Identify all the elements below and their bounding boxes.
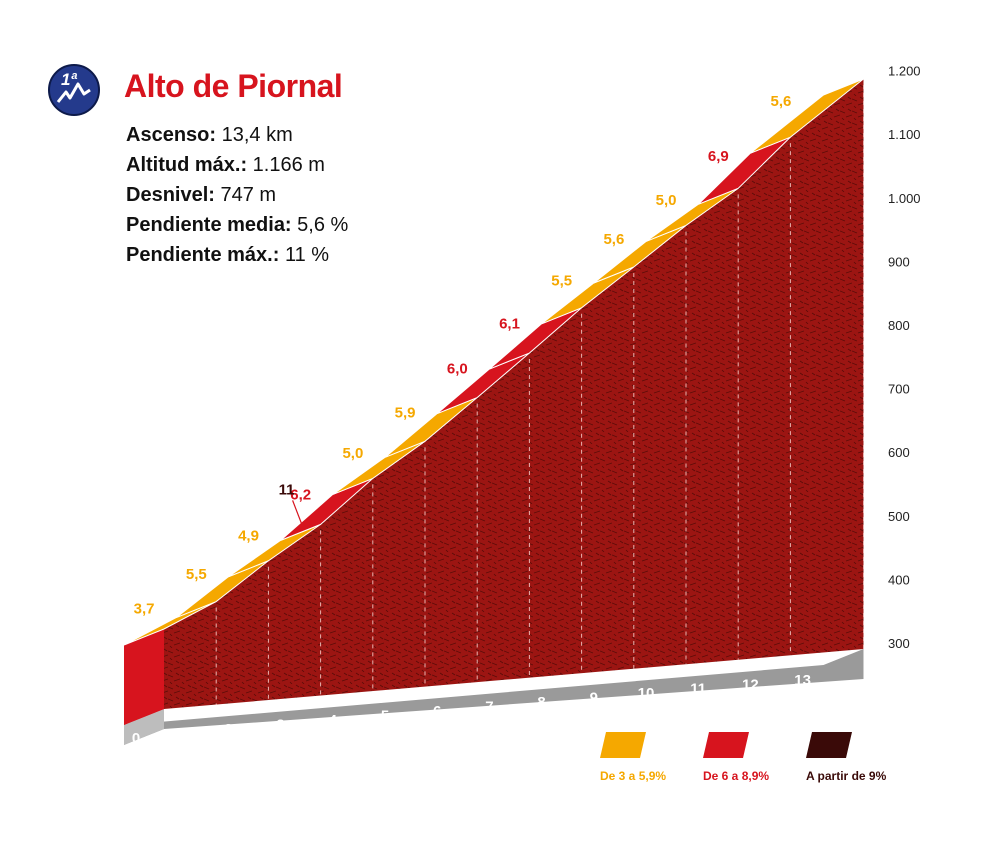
- stat-row: Desnivel: 747 m: [126, 180, 348, 210]
- legend-label: De 3 a 5,9%: [600, 769, 666, 783]
- y-tick-label: 500: [888, 509, 910, 524]
- x-tick-label: 11: [690, 681, 706, 698]
- x-tick-label: 5: [381, 708, 389, 725]
- stat-row: Altitud máx.: 1.166 m: [126, 150, 348, 180]
- legend-swatch: [806, 732, 852, 758]
- category-badge: 1ª: [48, 64, 100, 116]
- base-slab: [124, 649, 864, 745]
- gradient-label: 3,7: [134, 600, 155, 617]
- stat-row: Pendiente media: 5,6 %: [126, 210, 348, 240]
- profile-body: [164, 79, 864, 709]
- x-tick-label: 1: [172, 726, 180, 743]
- legend-swatch: [600, 732, 646, 758]
- gradient-label: 6,9: [708, 148, 729, 165]
- gradient-label: 6,1: [499, 315, 520, 332]
- mountain-icon: [56, 82, 91, 103]
- stat-value: 1.166 m: [247, 154, 325, 176]
- stat-row: Ascenso: 13,4 km: [126, 120, 348, 150]
- gradient-label: 6,2: [290, 486, 311, 503]
- gradient-label: 5,0: [656, 192, 677, 209]
- x-tick-label: 4: [329, 712, 338, 729]
- stat-label: Ascenso:: [126, 124, 217, 146]
- x-tick-label: 3: [276, 717, 284, 734]
- y-tick-label: 600: [888, 445, 910, 460]
- stat-value: 13,4 km: [216, 124, 293, 146]
- y-tick-label: 1.100: [888, 127, 921, 142]
- gradient-label: 5,9: [395, 404, 416, 421]
- gradient-label: 5,0: [342, 445, 363, 462]
- stat-label: Desnivel:: [126, 184, 215, 206]
- climb-stats: Ascenso: 13,4 km Altitud máx.: 1.166 m Des…: [126, 120, 348, 270]
- gradient-segment: [750, 78, 864, 154]
- stat-value: 747 m: [214, 184, 277, 206]
- x-tick-label: 10: [638, 685, 655, 702]
- stat-label: Altitud máx.:: [126, 154, 248, 176]
- y-tick-label: 300: [888, 636, 910, 651]
- x-tick-label: 9: [590, 690, 598, 707]
- x-tick-label: 12: [742, 676, 759, 693]
- x-tick-label: 7: [485, 699, 493, 716]
- legend-label: A partir de 9%: [806, 769, 887, 783]
- base-slab-side: [124, 709, 164, 745]
- gradient-label: 5,5: [551, 272, 572, 289]
- x-tick-label: 8: [537, 694, 545, 711]
- x-tick-label: 13: [794, 672, 811, 689]
- x-tick-label: 6: [433, 703, 441, 720]
- y-tick-label: 400: [888, 572, 910, 587]
- stat-label: Pendiente máx.:: [126, 244, 280, 266]
- gradient-label: 5,6: [771, 93, 792, 110]
- legend-swatch: [703, 732, 749, 758]
- stat-row: Pendiente máx.: 11 %: [126, 240, 348, 270]
- stat-value: 5,6 %: [291, 214, 349, 236]
- gradient-label: 5,6: [603, 231, 624, 248]
- gradient-label: 4,9: [238, 528, 259, 545]
- gradient-label: 5,5: [186, 566, 207, 583]
- max-gradient-pointer: [292, 500, 304, 527]
- stat-value: 11 %: [279, 244, 330, 266]
- gradient-label: 6,0: [447, 360, 468, 377]
- y-tick-label: 800: [888, 318, 910, 333]
- category-badge-label: 1ª: [61, 70, 77, 89]
- y-tick-label: 900: [888, 254, 910, 269]
- y-tick-label: 1.200: [888, 64, 921, 79]
- max-gradient-label: 11: [279, 481, 295, 498]
- x-tick-label: 0: [132, 730, 140, 747]
- legend-label: De 6 a 8,9%: [703, 769, 769, 783]
- y-tick-label: 1.000: [888, 191, 921, 206]
- profile-left-face-cap: [124, 629, 164, 725]
- stat-label: Pendiente media:: [126, 214, 292, 236]
- x-tick-label: 2: [224, 721, 232, 738]
- climb-title: Alto de Piornal: [124, 68, 343, 104]
- y-tick-label: 700: [888, 382, 910, 397]
